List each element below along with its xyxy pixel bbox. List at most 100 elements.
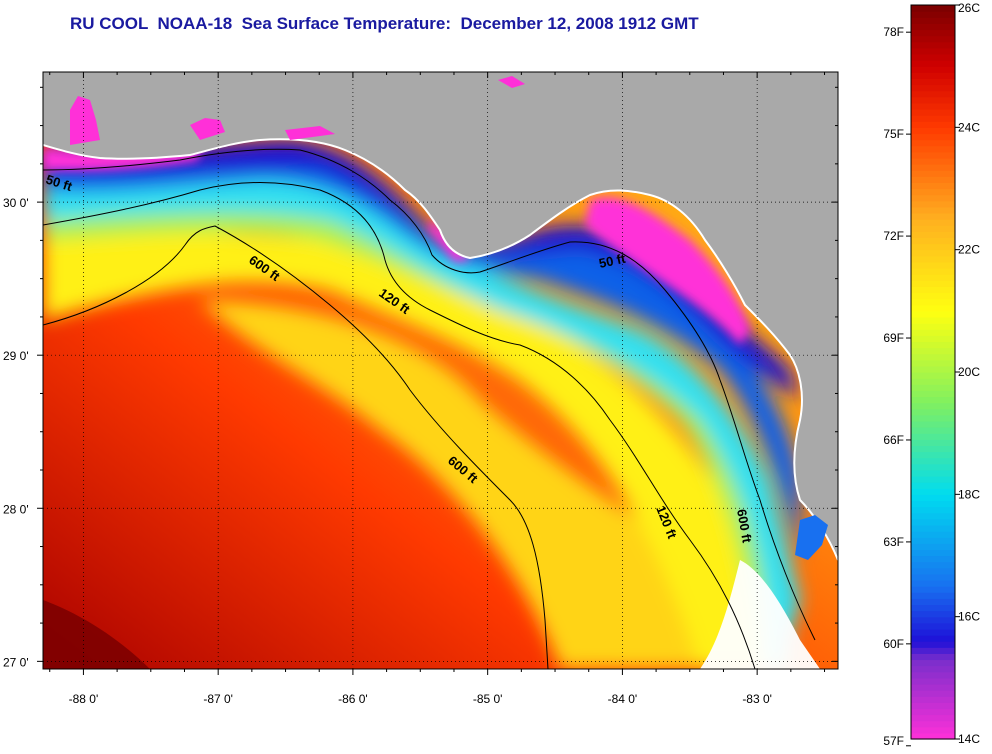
colorbar-band (911, 635, 955, 642)
colorbar-band (911, 665, 955, 673)
colorbar-gradient (911, 5, 955, 740)
colorbar-band (911, 439, 955, 446)
colorbar-band (911, 641, 955, 648)
colorbar-band (911, 280, 955, 287)
colorbar-label-celsius: 18C (958, 487, 980, 501)
contour-600ft (43, 225, 549, 669)
colorbar-band (911, 427, 955, 434)
colorbar-band (911, 702, 955, 710)
colorbar-band (911, 531, 955, 538)
colorbar-band (911, 17, 955, 24)
colorbar-band (911, 500, 955, 508)
colorbar-band (911, 506, 955, 514)
colorbar-band (911, 11, 955, 18)
colorbar-band (911, 561, 955, 569)
colorbar-band (911, 84, 955, 92)
colorbar-band (911, 237, 955, 245)
colorbar-band (911, 23, 955, 31)
colorbar-label-celsius: 26C (958, 1, 980, 15)
colorbar-band (911, 164, 955, 171)
colorbar-band (911, 323, 955, 330)
map-frame (42, 71, 839, 670)
lon-tick-label: -84 0' (608, 692, 638, 706)
colorbar-band (911, 353, 955, 361)
colorbar-label-celsius: 22C (958, 243, 980, 257)
contour-50ft (43, 148, 816, 641)
lon-tick-label: -88 0' (69, 692, 99, 706)
pensacola-bay (190, 118, 225, 140)
colorbar-band (911, 292, 955, 300)
colorbar-band (911, 592, 955, 599)
colorbar-band (911, 537, 955, 544)
colorbar-band (911, 66, 955, 73)
colorbar-band (911, 616, 955, 624)
colorbar-label-fahrenheit: 66F (883, 433, 904, 447)
colorbar-band (911, 274, 955, 281)
colorbar-label-fahrenheit: 69F (883, 331, 904, 345)
colorbar-band (911, 598, 955, 606)
colorbar-band (911, 543, 955, 550)
colorbar-band (911, 408, 955, 416)
colorbar-label-fahrenheit: 78F (883, 25, 904, 39)
colorbar-label-fahrenheit: 57F (883, 734, 904, 748)
lat-tick-label: 29 0' (3, 349, 29, 363)
mobile-bay (70, 96, 100, 145)
lat-lon-grid (43, 72, 838, 669)
colorbar-band (911, 316, 955, 324)
colorbar-band (911, 212, 955, 220)
axis-ticks: -88 0' -87 0' -86 0' -85 0' -84 0' -83 0' 30 0… (3, 72, 838, 706)
colorbar-band (911, 176, 955, 183)
colorbar-band (911, 121, 955, 128)
colorbar-band (911, 402, 955, 410)
colorbar-band (911, 567, 955, 575)
colorbar-band (911, 671, 955, 679)
colorbar-band (911, 139, 955, 147)
colorbar-band (911, 225, 955, 232)
colorbar-band (911, 78, 955, 86)
colorbar-band (911, 170, 955, 177)
colorbar-band (911, 194, 955, 202)
colorbar-band (911, 41, 955, 49)
colorbar-band (911, 433, 955, 440)
lon-tick-label: -86 0' (338, 692, 368, 706)
colorbar-band (911, 414, 955, 422)
colorbar-band (911, 451, 955, 459)
colorbar-band (911, 53, 955, 61)
colorbar-band (911, 708, 955, 716)
colorbar-band (911, 512, 955, 520)
colorbar-band (911, 5, 955, 12)
colorbar-band (911, 102, 955, 110)
colorbar-band (911, 524, 955, 532)
colorbar-band (911, 720, 955, 728)
colorbar-band (911, 145, 955, 153)
colorbar-band (911, 659, 955, 667)
lat-tick-label: 27 0' (3, 655, 29, 669)
colorbar-band (911, 622, 955, 630)
colorbar-band (911, 127, 955, 135)
colorbar-band (911, 488, 955, 495)
tampa-bay (795, 515, 828, 560)
colorbar-band (911, 549, 955, 557)
colorbar-band (911, 677, 955, 685)
colorbar-band (911, 231, 955, 239)
colorbar-band (911, 108, 955, 116)
colorbar-band (911, 726, 955, 734)
colorbar-label-fahrenheit: 63F (883, 535, 904, 549)
colorbar-band (911, 47, 955, 55)
colorbar-band (911, 445, 955, 453)
colorbar-band (911, 60, 955, 67)
colorbar-band (911, 90, 955, 98)
colorbar-label-fahrenheit: 75F (883, 127, 904, 141)
colorbar-band (911, 249, 955, 257)
colorbar-band (911, 463, 955, 471)
colorbar-band (911, 573, 955, 581)
colorbar-band (911, 647, 955, 654)
colorbar-band (911, 683, 955, 691)
colorbar-band (911, 690, 955, 697)
colorbar-band (911, 610, 955, 618)
colorbar-band (911, 286, 955, 294)
choctawhatchee-bay (285, 126, 335, 140)
colorbar-band (911, 469, 955, 477)
colorbar-band (911, 72, 955, 79)
lat-tick-label: 28 0' (3, 502, 29, 516)
